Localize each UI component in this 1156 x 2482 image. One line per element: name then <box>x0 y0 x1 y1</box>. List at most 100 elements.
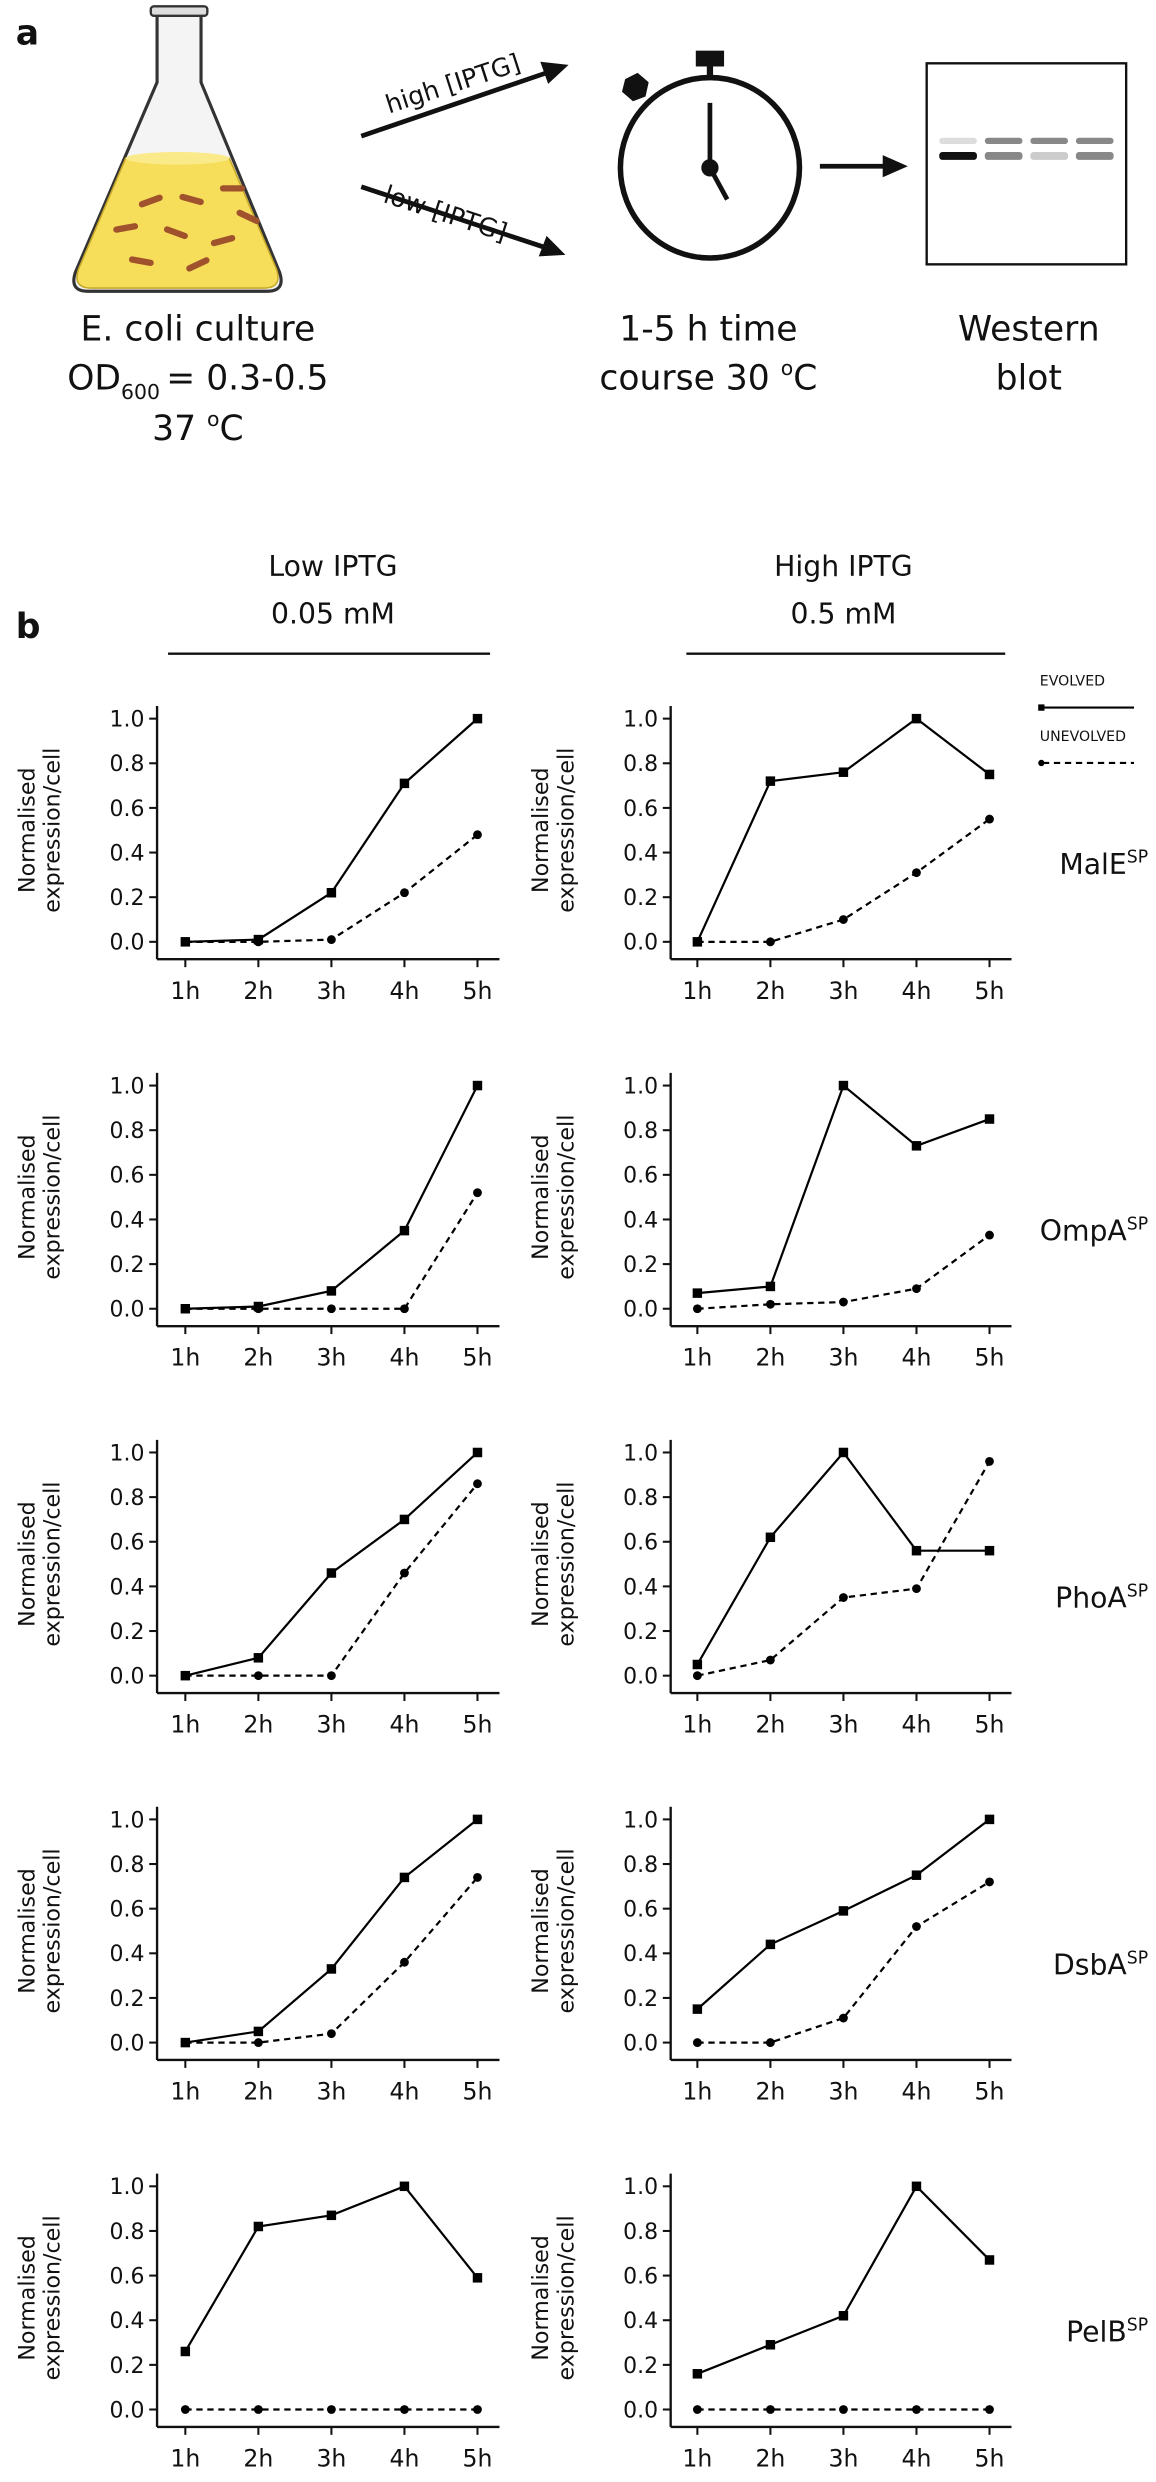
caption: course 30 <box>599 358 780 398</box>
caption: C <box>793 358 817 398</box>
y-axis-label: Normalised <box>16 2235 41 2361</box>
caption: = 0.3-0.5 <box>166 358 328 398</box>
y-tick-label: 0.4 <box>623 841 658 866</box>
x-tick-label: 5h <box>975 1711 1005 1739</box>
protein-label: OmpASP <box>1040 1215 1148 1248</box>
y-tick-label: 0.8 <box>623 1486 658 1511</box>
data-point <box>327 2405 336 2414</box>
protein-label: SP <box>1127 848 1148 868</box>
y-axis-label: expression/cell <box>554 1115 579 1280</box>
y-tick-label: 0.6 <box>110 1898 145 1923</box>
data-point <box>984 1814 995 1825</box>
data-point <box>912 2405 921 2414</box>
caption: 1-5 h time <box>619 309 797 349</box>
y-tick-label: 0.6 <box>623 2264 658 2289</box>
x-tick-label: 2h <box>243 2077 273 2105</box>
protein-label: DsbASP <box>1053 1948 1148 1981</box>
x-tick-label: 3h <box>316 977 346 1005</box>
data-point <box>692 1659 703 1670</box>
y-tick-label: 0.8 <box>623 1119 658 1144</box>
caption: C <box>220 409 244 449</box>
x-tick-label: 5h <box>975 977 1005 1005</box>
data-point <box>400 888 409 898</box>
data-point <box>692 937 702 947</box>
y-tick-label: 0.6 <box>623 797 658 822</box>
protein-label: SP <box>1127 1215 1148 1235</box>
data-point <box>692 2004 703 2014</box>
legend-label: EVOLVED <box>1040 673 1105 689</box>
data-point <box>473 1188 482 1198</box>
legend-label: UNEVOLVED <box>1040 729 1126 745</box>
x-tick-label: 3h <box>316 1344 346 1372</box>
y-tick-label: 0.4 <box>110 841 145 866</box>
x-tick-label: 2h <box>755 977 785 1005</box>
y-tick-label: 0.4 <box>110 2309 145 2334</box>
x-tick-label: 2h <box>243 1711 273 1739</box>
y-axis-label: expression/cell <box>554 1482 579 1647</box>
data-point <box>839 915 848 924</box>
x-tick-label: 1h <box>170 977 200 1005</box>
series-line <box>185 1483 479 1677</box>
y-axis-label: Normalised <box>529 767 554 893</box>
x-tick-label: 5h <box>975 2077 1005 2105</box>
x-tick-label: 4h <box>389 977 419 1005</box>
data-point <box>912 1284 921 1294</box>
y-tick-label: 0.6 <box>623 1531 658 1556</box>
data-point <box>326 1286 337 1296</box>
y-axis-label: Normalised <box>16 1868 41 1994</box>
data-point <box>326 887 337 898</box>
y-tick-label: 1.0 <box>110 707 145 732</box>
y-tick-label: 0.0 <box>110 2398 145 2423</box>
y-axis-label: expression/cell <box>41 1848 66 2013</box>
series-line <box>185 717 479 943</box>
data-point <box>765 1939 776 1950</box>
data-point <box>985 2405 994 2414</box>
x-tick-label: 2h <box>243 1344 273 1372</box>
data-point <box>253 2221 264 2232</box>
panel-label: b <box>16 607 41 647</box>
y-tick-label: 0.6 <box>110 1531 145 1556</box>
arrows <box>360 61 908 257</box>
arrow-label: high [IPTG] <box>382 48 524 119</box>
data-point <box>180 1304 190 1314</box>
x-tick-label: 1h <box>682 1711 712 1739</box>
protein-label: MalESP <box>1059 848 1148 881</box>
y-tick-label: 0.4 <box>623 1575 658 1600</box>
data-point <box>473 2405 482 2414</box>
protein-label: PhoASP <box>1055 1581 1148 1614</box>
y-tick-label: 0.2 <box>110 1253 145 1278</box>
x-tick-label: 1h <box>170 2077 200 2105</box>
series-line <box>696 717 991 943</box>
x-tick-label: 4h <box>389 2444 419 2472</box>
y-tick-label: 0.4 <box>623 1208 658 1233</box>
column-header: Low IPTG <box>268 550 397 583</box>
y-axis-label: Normalised <box>16 1501 41 1627</box>
data-point <box>911 1545 922 1556</box>
y-axis-label: expression/cell <box>41 1115 66 1280</box>
x-tick-label: 4h <box>902 977 932 1005</box>
data-point <box>838 2311 849 2321</box>
data-point <box>692 1288 703 1298</box>
x-tick-label: 3h <box>316 2444 346 2472</box>
y-tick-label: 1.0 <box>623 1074 658 1099</box>
series-line <box>185 1451 479 1677</box>
y-axis-label: expression/cell <box>554 748 579 913</box>
data-point <box>692 2369 703 2379</box>
x-tick-label: 4h <box>902 1344 932 1372</box>
data-point <box>766 2405 775 2414</box>
data-point <box>765 776 776 786</box>
data-point <box>180 937 190 947</box>
y-tick-label: 1.0 <box>623 1808 658 1833</box>
data-point <box>839 2013 848 2023</box>
y-tick-label: 0.8 <box>623 752 658 777</box>
x-tick-label: 4h <box>389 2077 419 2105</box>
series-line <box>697 1083 990 1295</box>
x-tick-label: 4h <box>902 2077 932 2105</box>
x-tick-label: 4h <box>902 1711 932 1739</box>
data-point <box>327 935 336 945</box>
data-point <box>472 1814 483 1825</box>
x-tick-label: 5h <box>463 2444 493 2472</box>
data-point <box>912 1584 921 1594</box>
